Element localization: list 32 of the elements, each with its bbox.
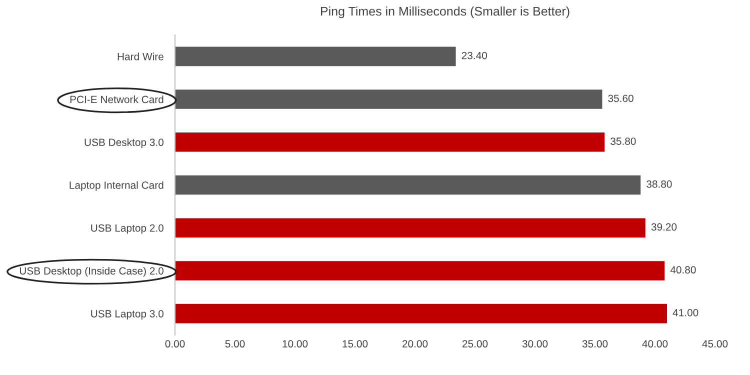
y-tick-label: PCI-E Network Card [70, 96, 164, 104]
x-tick-label: 20.00 [402, 340, 428, 348]
y-tick-label: USB Desktop (Inside Case) 2.0 [20, 266, 164, 277]
bar [175, 218, 646, 238]
chart-title: Ping Times in Milliseconds (Smaller is Better) [320, 6, 570, 18]
x-tick-label: 35.00 [582, 340, 608, 348]
x-tick-label: 5.00 [225, 340, 245, 348]
data-label: 35.60 [608, 94, 634, 102]
data-label: 35.80 [610, 138, 636, 145]
data-label: 39.20 [651, 223, 677, 231]
x-tick-label: 10.00 [282, 340, 308, 348]
y-tick-label: USB Laptop 3.0 [91, 310, 164, 320]
data-label: 38.80 [646, 180, 672, 188]
x-tick-label: 0.00 [165, 340, 185, 348]
data-label: 40.80 [670, 266, 696, 274]
x-tick-label: 40.00 [642, 340, 668, 348]
data-label: 23.40 [462, 52, 488, 60]
x-tick-label: 30.00 [522, 340, 548, 348]
bar [175, 46, 456, 66]
bar [175, 304, 667, 324]
bar [175, 90, 602, 109]
x-tick-label: 45.00 [702, 340, 728, 348]
bar [175, 175, 641, 195]
y-tick-label: USB Desktop 3.0 [84, 138, 164, 148]
x-tick-label: 15.00 [342, 340, 368, 348]
x-tick-label: 25.00 [462, 340, 488, 348]
y-tick-label: Hard Wire [118, 52, 164, 60]
data-label: 41.00 [672, 308, 698, 316]
bar [175, 132, 605, 152]
bar [175, 261, 665, 280]
y-tick-label: USB Laptop 2.0 [91, 224, 164, 234]
y-tick-label: Laptop Internal Card [70, 181, 164, 191]
